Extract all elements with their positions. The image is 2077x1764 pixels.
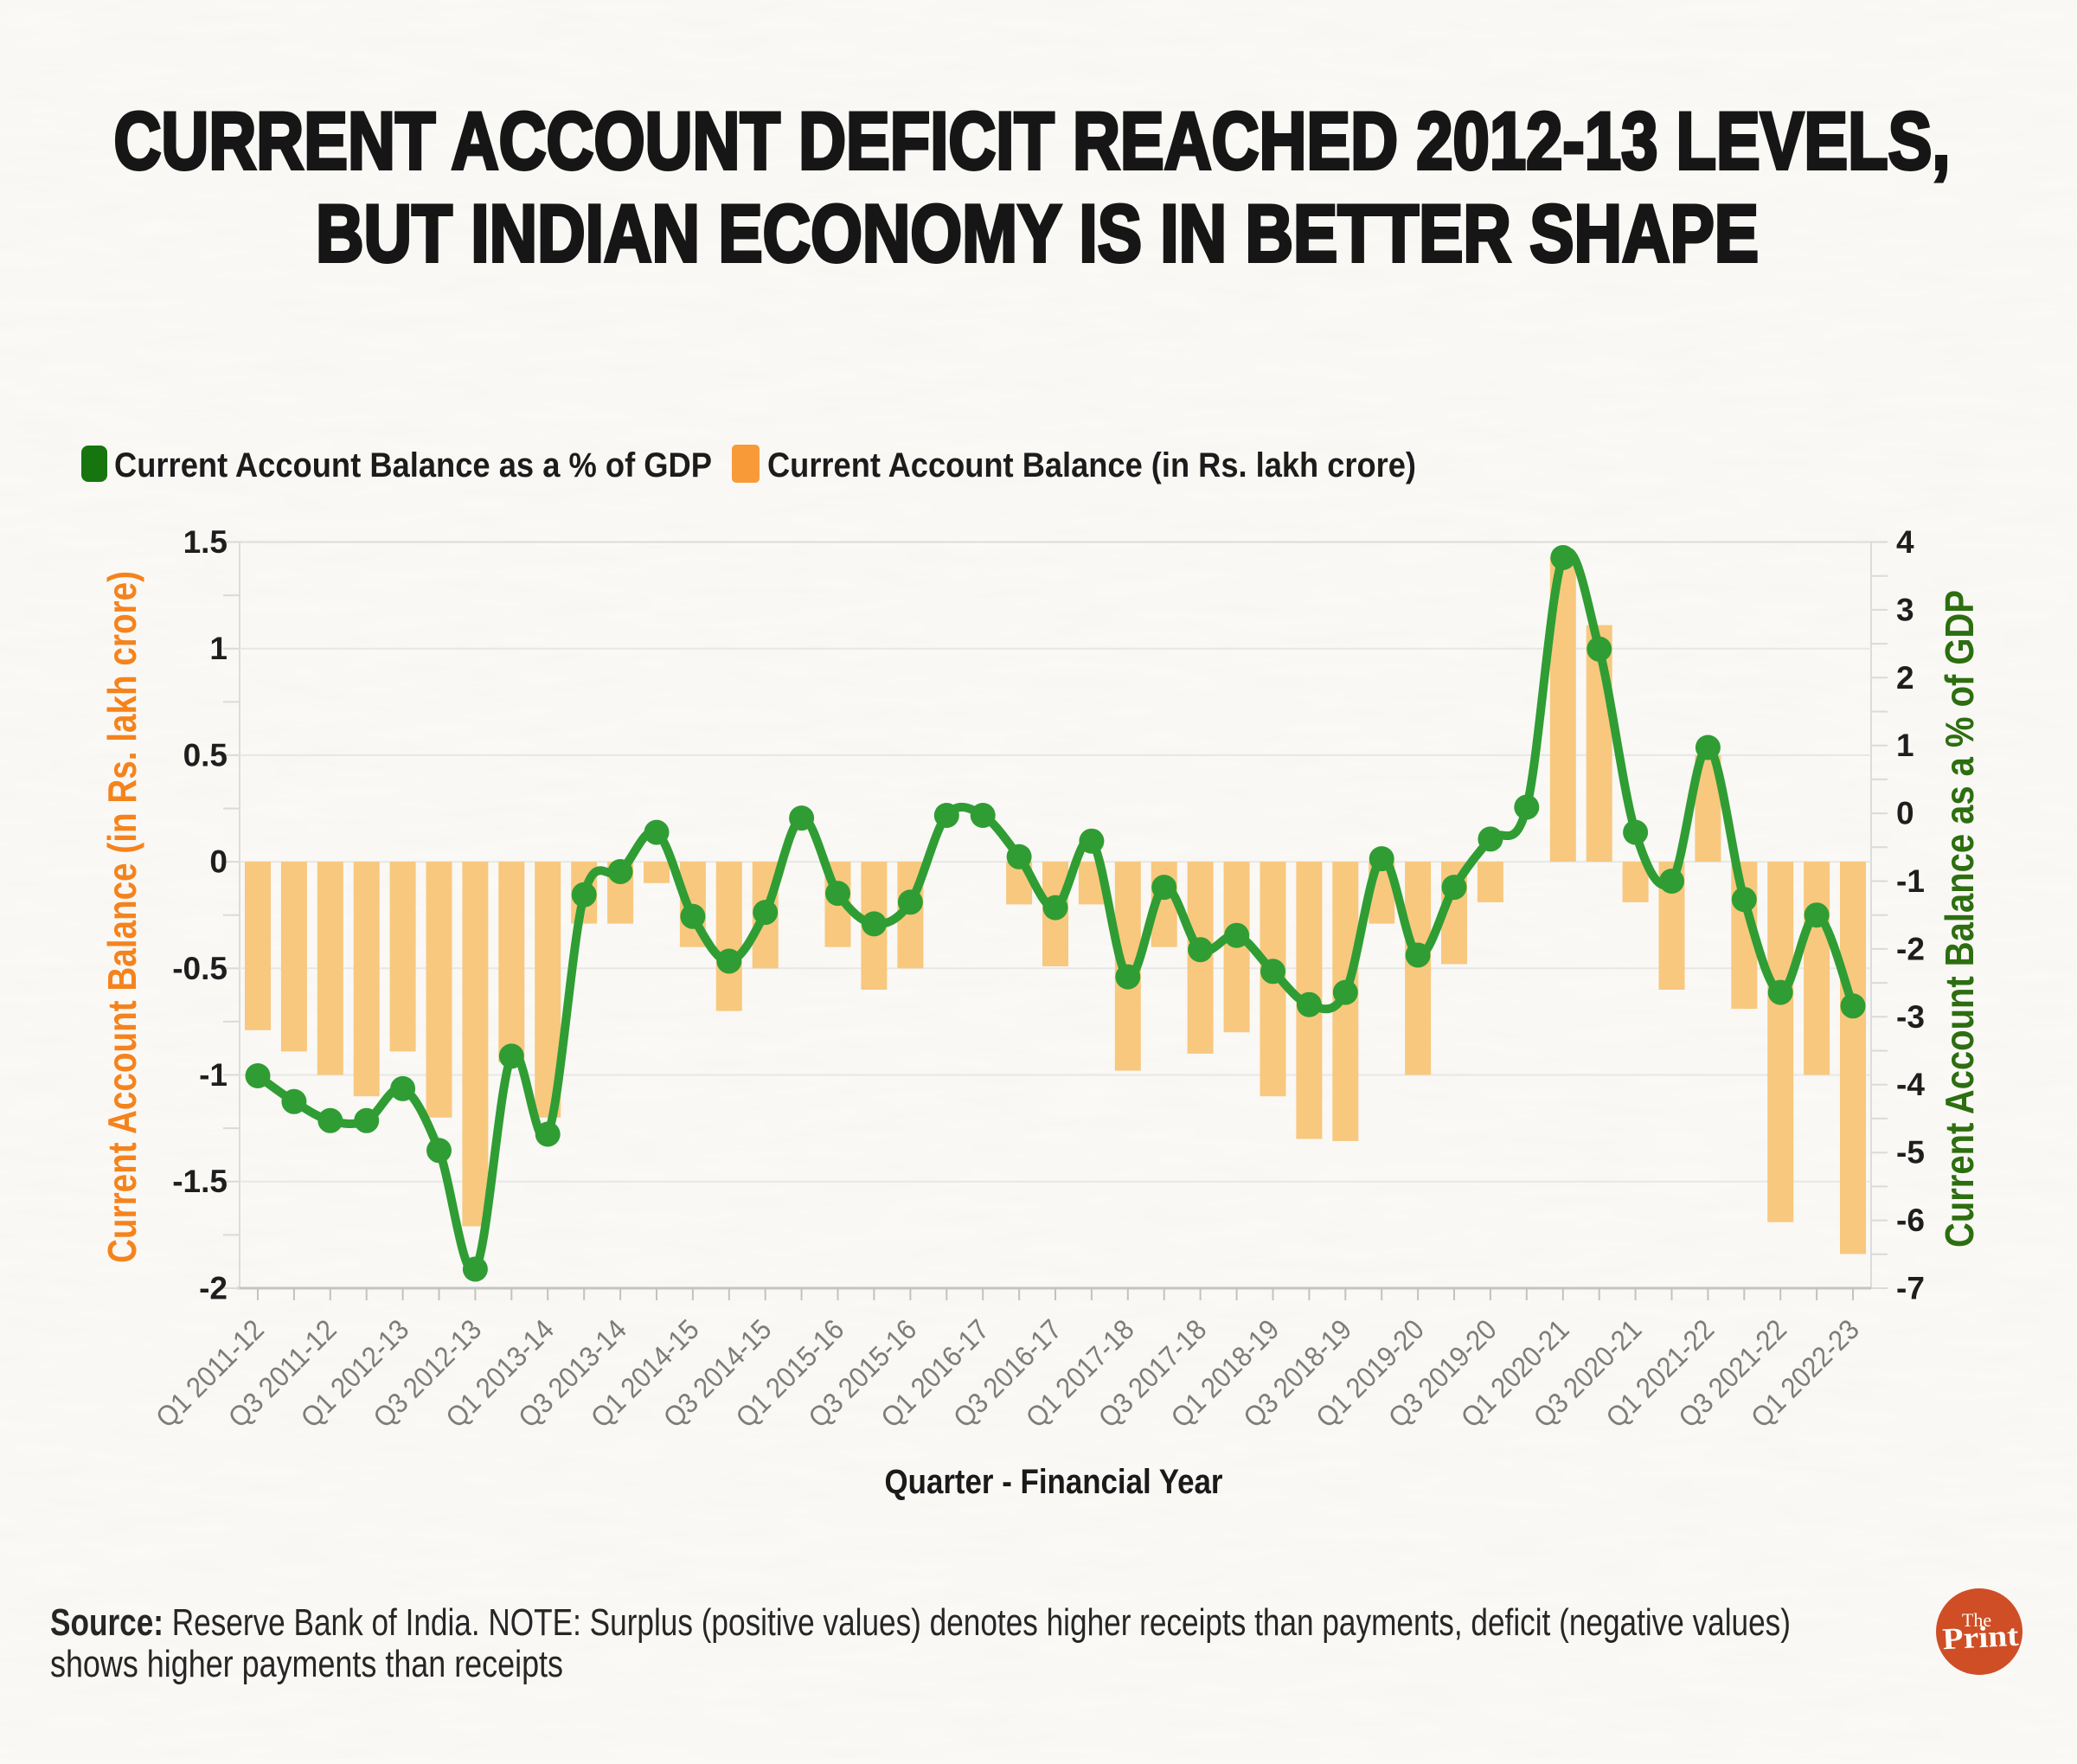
svg-text:-3: -3 xyxy=(1896,999,1925,1035)
svg-text:-1: -1 xyxy=(199,1057,228,1093)
svg-text:Current Account Balance as a %: Current Account Balance as a % of GDP xyxy=(114,446,712,484)
svg-text:The: The xyxy=(1962,1609,1991,1631)
svg-text:-6: -6 xyxy=(1896,1203,1925,1238)
svg-text:2: 2 xyxy=(1896,660,1914,696)
svg-text:BUT INDIAN ECONOMY IS IN BETTE: BUT INDIAN ECONOMY IS IN BETTER SHAPE xyxy=(316,188,1759,279)
svg-text:1.5: 1.5 xyxy=(183,524,228,560)
svg-text:-4: -4 xyxy=(1896,1067,1925,1102)
svg-text:CURRENT ACCOUNT DEFICIT REACHE: CURRENT ACCOUNT DEFICIT REACHED 2012-13 … xyxy=(114,95,1951,186)
svg-text:3: 3 xyxy=(1896,592,1914,627)
svg-text:-2: -2 xyxy=(199,1271,228,1306)
svg-text:1: 1 xyxy=(1896,728,1914,763)
svg-text:Current Account Balance as a %: Current Account Balance as a % of GDP xyxy=(1937,590,1982,1248)
svg-text:Source: Reserve Bank of India: Source: Reserve Bank of India. NOTE: Sur… xyxy=(50,1601,1791,1644)
svg-text:-0.5: -0.5 xyxy=(172,951,228,986)
svg-text:Current Account Balance (in Rs: Current Account Balance (in Rs. lakh cro… xyxy=(767,446,1416,484)
svg-text:-5: -5 xyxy=(1896,1135,1925,1171)
svg-text:1: 1 xyxy=(209,631,228,666)
svg-text:0: 0 xyxy=(1896,796,1914,831)
svg-text:-2: -2 xyxy=(1896,931,1925,966)
svg-text:Current Account Balance (in Rs: Current Account Balance (in Rs. lakh cro… xyxy=(99,571,144,1263)
svg-text:Print: Print xyxy=(1941,1619,2019,1657)
svg-text:-1.5: -1.5 xyxy=(172,1164,228,1199)
svg-text:-7: -7 xyxy=(1896,1271,1925,1306)
svg-text:-1: -1 xyxy=(1896,863,1925,899)
svg-text:shows higher payments than rec: shows higher payments than receipts xyxy=(50,1643,563,1685)
svg-text:4: 4 xyxy=(1896,524,1914,560)
svg-text:0: 0 xyxy=(209,844,228,880)
svg-text:0.5: 0.5 xyxy=(183,737,228,773)
svg-text:Quarter - Financial Year: Quarter - Financial Year xyxy=(885,1463,1223,1501)
